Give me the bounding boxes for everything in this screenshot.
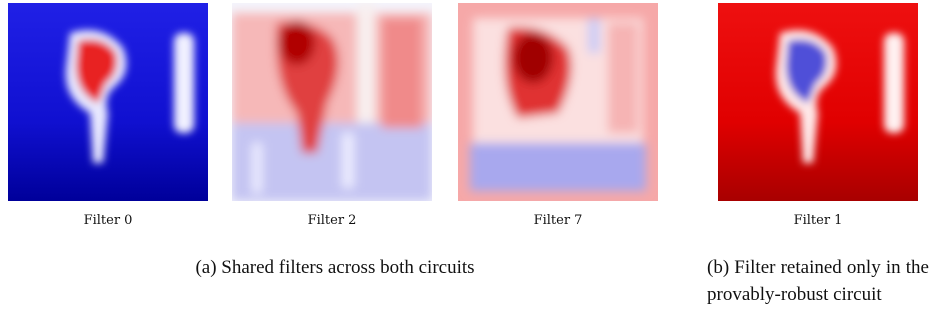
panel-label: Filter 1 xyxy=(793,213,843,228)
panel-label: Filter 0 xyxy=(83,213,133,228)
heatmap xyxy=(718,3,918,201)
caption: (b) Filter retained only in the provably… xyxy=(707,257,929,305)
heatmap xyxy=(232,3,432,201)
caption: (a) Shared filters across both circuits xyxy=(195,257,475,278)
heatmap xyxy=(458,3,658,201)
panel-label: Filter 2 xyxy=(307,213,357,228)
panel-label: Filter 7 xyxy=(533,213,583,228)
heatmap xyxy=(8,3,208,201)
